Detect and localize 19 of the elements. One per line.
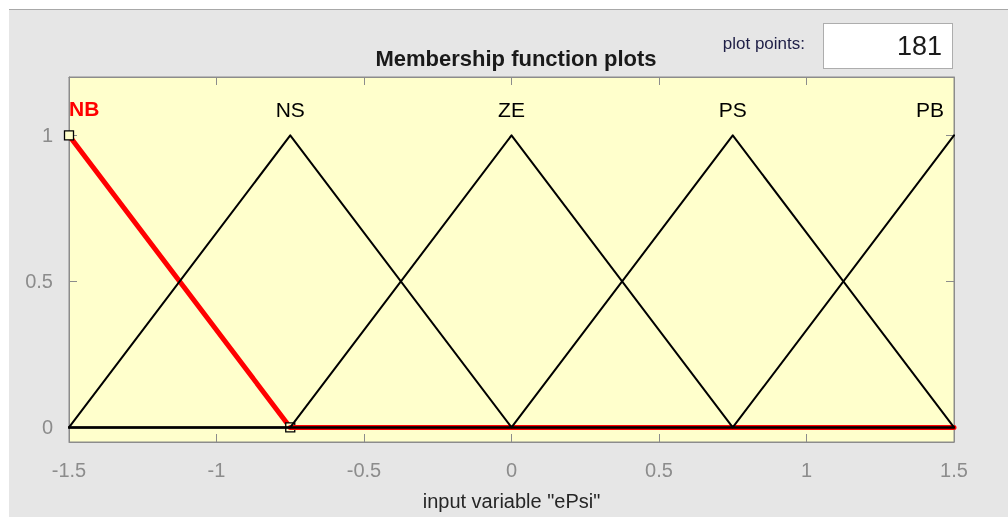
series-label: NS [275,98,305,122]
series-label: ZE [498,98,525,122]
text: plot points: [722,34,805,54]
y-tick-label: 0 [41,416,53,439]
series-label: NB [69,97,100,121]
series-label: PS [718,98,747,122]
x-tick-label: -0.5 [346,459,382,481]
y-tick-label: 1 [41,124,53,147]
x-axis-title: input variable "ePsi" [422,490,601,512]
input-field: 181 [823,23,953,69]
x-tick-label: 0 [505,459,518,481]
x-tick-label: -1 [207,459,226,481]
x-tick-label: 1.5 [940,459,968,481]
x-tick-label: 1 [800,459,813,481]
y-tick-label: 0.5 [25,270,53,293]
x-tick-label: -1.5 [51,459,87,481]
x-tick-label: 0.5 [645,459,673,481]
series-label: PB [915,98,944,122]
chart-title: Membership function plots [375,45,657,71]
